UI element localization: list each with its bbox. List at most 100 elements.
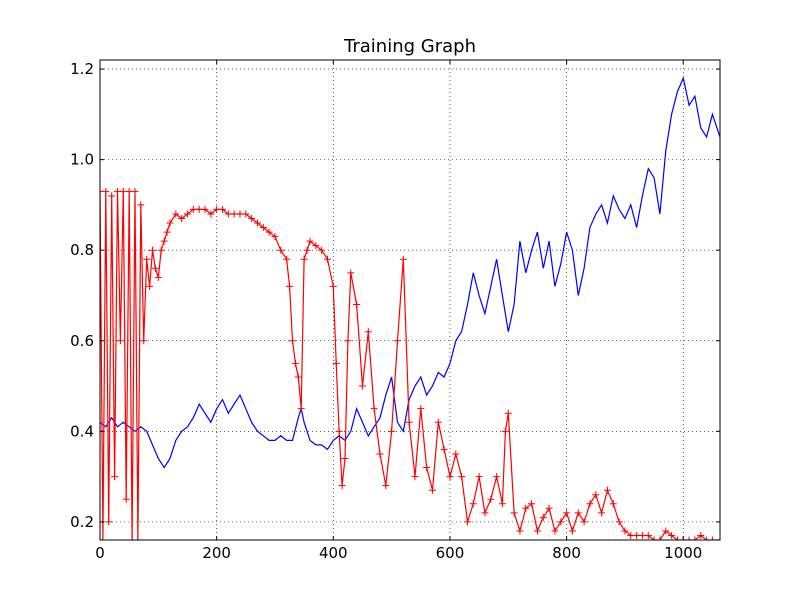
x-tick-label: 800 <box>552 544 581 562</box>
series-point-1 <box>341 454 349 462</box>
series-point-1 <box>335 427 343 435</box>
series-point-1 <box>154 273 162 281</box>
series-point-1 <box>160 237 168 245</box>
axes <box>99 59 721 541</box>
series-point-1 <box>300 255 308 263</box>
series-point-1 <box>475 473 483 481</box>
y-tick-label: 0.4 <box>70 422 94 440</box>
series-point-1 <box>207 210 215 218</box>
series-point-1 <box>609 500 617 508</box>
x-tick-label: 600 <box>436 544 465 562</box>
series-point-1 <box>297 405 305 413</box>
series-point-1 <box>102 187 110 195</box>
series-point-1 <box>458 473 466 481</box>
series-point-1 <box>306 237 314 245</box>
series-point-1 <box>452 450 460 458</box>
series-point-1 <box>510 509 518 517</box>
series-point-1 <box>100 536 107 540</box>
series-point-1 <box>463 518 471 526</box>
series-point-1 <box>294 373 302 381</box>
y-tick-label: 0.8 <box>70 241 94 259</box>
series-point-1 <box>697 531 705 539</box>
series-point-1 <box>323 255 331 263</box>
series-line-1 <box>100 191 720 540</box>
series-point-1 <box>143 255 151 263</box>
series-point-1 <box>411 473 419 481</box>
series-point-1 <box>557 518 565 526</box>
x-tick-label: 200 <box>202 544 231 562</box>
series-point-1 <box>291 359 299 367</box>
series-point-1 <box>545 504 553 512</box>
series-point-1 <box>259 224 267 232</box>
series-point-1 <box>242 210 250 218</box>
series-point-1 <box>708 536 716 540</box>
series-point-1 <box>501 427 509 435</box>
series-point-1 <box>586 500 594 508</box>
series-point-1 <box>134 536 142 540</box>
series-point-1 <box>332 359 340 367</box>
series-point-1 <box>650 536 658 540</box>
series-point-1 <box>353 301 361 309</box>
series-point-1 <box>370 405 378 413</box>
series-point-1 <box>662 527 670 535</box>
series-point-1 <box>364 328 372 336</box>
series-point-1 <box>504 409 512 417</box>
series-point-1 <box>178 214 186 222</box>
series-point-1 <box>163 228 171 236</box>
series-point-1 <box>265 228 273 236</box>
series-point-1 <box>434 418 442 426</box>
series-point-1 <box>440 445 448 453</box>
y-tick-label: 0.6 <box>70 332 94 350</box>
series-point-1 <box>533 527 541 535</box>
series-point-1 <box>303 246 311 254</box>
series-point-1 <box>283 255 291 263</box>
series-point-1 <box>603 486 611 494</box>
series-point-1 <box>551 527 559 535</box>
series-point-1 <box>417 405 425 413</box>
series-point-1 <box>329 282 337 290</box>
series-point-1 <box>166 219 174 227</box>
series-point-1 <box>105 518 113 526</box>
plot-frame <box>99 59 721 541</box>
series-point-1 <box>376 450 384 458</box>
series-point-1 <box>469 500 477 508</box>
series-point-1 <box>116 337 124 345</box>
series-point-1 <box>122 495 130 503</box>
series-point-1 <box>563 509 571 517</box>
series-point-1 <box>286 282 294 290</box>
series-point-1 <box>691 536 699 540</box>
series-point-1 <box>592 491 600 499</box>
series-point-1 <box>318 246 326 254</box>
series-point-1 <box>539 513 547 521</box>
series-point-1 <box>288 337 296 345</box>
series-point-1 <box>393 337 401 345</box>
series-point-1 <box>656 536 664 540</box>
series-point-1 <box>568 527 576 535</box>
series-point-1 <box>140 337 148 345</box>
series-point-1 <box>271 233 279 241</box>
series-point-1 <box>157 246 165 254</box>
series-point-1 <box>487 495 495 503</box>
series-point-1 <box>111 473 119 481</box>
grid <box>100 60 720 540</box>
series-point-1 <box>446 473 454 481</box>
series-point-1 <box>388 427 396 435</box>
series-point-1 <box>621 527 629 535</box>
series-point-1 <box>151 264 159 272</box>
x-tick-label: 400 <box>319 544 348 562</box>
x-tick-label: 0 <box>95 544 105 562</box>
series-point-1 <box>423 464 431 472</box>
series-point-1 <box>201 205 209 213</box>
series-point-1 <box>481 509 489 517</box>
series-point-1 <box>172 210 180 218</box>
series-point-1 <box>644 531 652 539</box>
series-line-0 <box>100 76 720 469</box>
plot-area <box>100 76 720 540</box>
series-point-1 <box>685 536 693 540</box>
series-point-1 <box>344 337 352 345</box>
series-point-1 <box>253 219 261 227</box>
series-point-1 <box>574 509 582 517</box>
series-point-1 <box>399 255 407 263</box>
series-point-1 <box>673 536 681 540</box>
series-point-1 <box>493 473 501 481</box>
